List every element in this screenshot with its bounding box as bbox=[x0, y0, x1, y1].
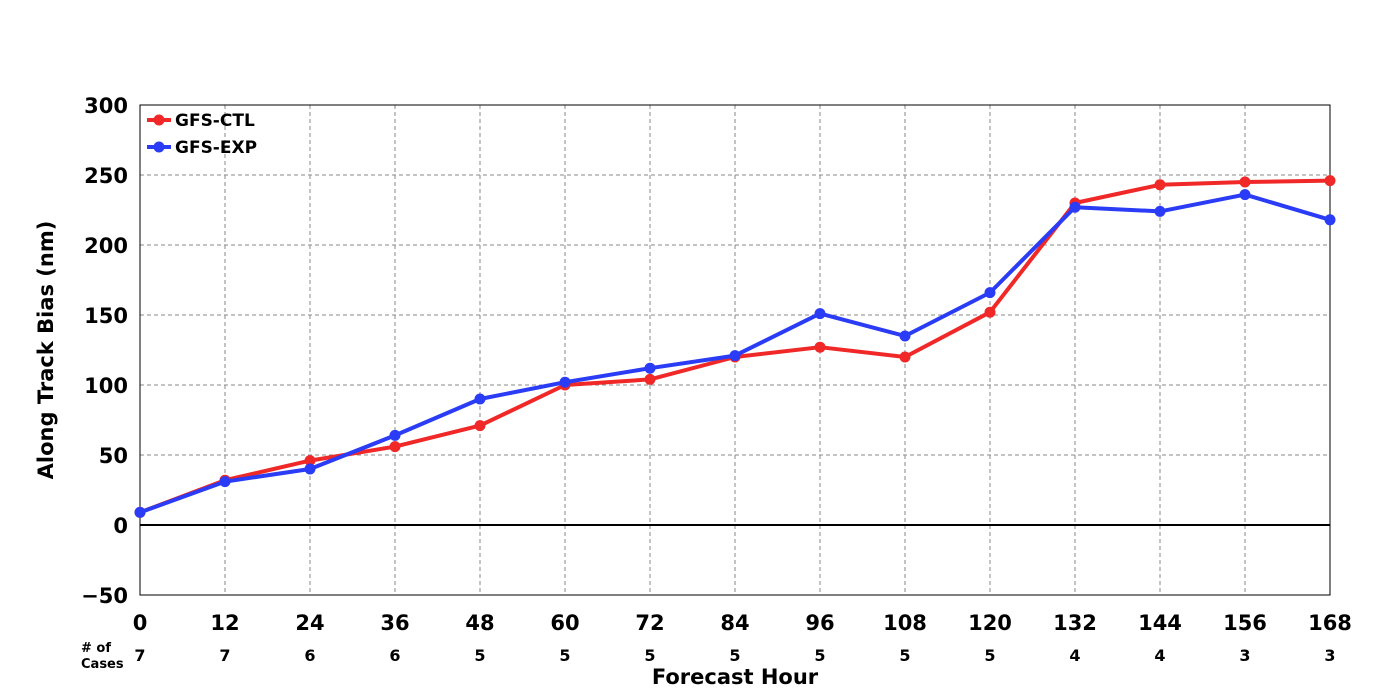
data-point-gfs-exp bbox=[729, 350, 741, 362]
grid-lines bbox=[140, 105, 1330, 595]
data-point-gfs-ctl bbox=[389, 441, 401, 453]
case-count: 5 bbox=[899, 646, 910, 665]
data-point-gfs-exp bbox=[474, 393, 486, 405]
series-layer bbox=[134, 175, 1336, 518]
data-point-gfs-exp bbox=[1239, 189, 1251, 201]
x-tick-labels: 0 12 24 36 48 60 72 84 96 108 120 132 144 156 168 bbox=[133, 611, 1352, 635]
data-point-gfs-ctl bbox=[899, 351, 911, 363]
x-axis-title: Forecast Hour bbox=[652, 665, 819, 689]
y-tick-label: 100 bbox=[84, 374, 128, 398]
data-point-gfs-exp bbox=[389, 429, 401, 441]
data-point-gfs-ctl bbox=[1324, 175, 1336, 187]
data-point-gfs-exp bbox=[559, 376, 571, 388]
x-tick-label: 108 bbox=[883, 611, 927, 635]
data-point-gfs-ctl bbox=[984, 306, 996, 318]
data-point-gfs-ctl bbox=[814, 341, 826, 353]
data-point-gfs-exp bbox=[304, 463, 316, 475]
case-count-labels: 7 7 6 6 5 5 5 5 5 5 5 4 4 3 3 bbox=[134, 646, 1335, 665]
cases-header-line2: Cases bbox=[81, 657, 124, 672]
y-tick-label: 50 bbox=[99, 444, 128, 468]
data-point-gfs-exp bbox=[1324, 214, 1336, 226]
legend-label: GFS-EXP bbox=[175, 138, 257, 158]
case-count: 6 bbox=[304, 646, 315, 665]
data-point-gfs-exp bbox=[1154, 205, 1166, 217]
legend: GFS-CTL GFS-EXP bbox=[147, 111, 257, 158]
case-count: 3 bbox=[1324, 646, 1335, 665]
case-count: 3 bbox=[1239, 646, 1250, 665]
data-point-gfs-exp bbox=[814, 308, 826, 320]
series-gfs-exp bbox=[134, 189, 1336, 518]
x-tick-label: 144 bbox=[1138, 611, 1182, 635]
x-tick-label: 84 bbox=[720, 611, 749, 635]
data-point-gfs-ctl bbox=[644, 373, 656, 385]
y-axis-title: Along Track Bias (nm) bbox=[34, 221, 58, 480]
y-tick-label: 200 bbox=[84, 234, 128, 258]
legend-swatch-marker bbox=[153, 114, 165, 126]
data-point-gfs-exp bbox=[134, 506, 146, 518]
data-point-gfs-ctl bbox=[474, 420, 486, 432]
x-tick-label: 60 bbox=[550, 611, 579, 635]
x-tick-label: 156 bbox=[1223, 611, 1267, 635]
data-point-gfs-exp bbox=[899, 330, 911, 342]
case-count: 4 bbox=[1154, 646, 1165, 665]
legend-label: GFS-CTL bbox=[175, 111, 255, 131]
data-point-gfs-exp bbox=[219, 476, 231, 488]
legend-swatch-marker bbox=[153, 141, 165, 153]
x-tick-label: 96 bbox=[805, 611, 834, 635]
data-point-gfs-exp bbox=[644, 362, 656, 374]
data-point-gfs-ctl bbox=[1239, 176, 1251, 188]
case-count: 5 bbox=[729, 646, 740, 665]
x-tick-label: 0 bbox=[133, 611, 148, 635]
y-tick-label: 150 bbox=[84, 304, 128, 328]
data-point-gfs-exp bbox=[984, 287, 996, 299]
case-count: 5 bbox=[559, 646, 570, 665]
case-count: 5 bbox=[814, 646, 825, 665]
legend-item-gfs-ctl: GFS-CTL bbox=[147, 111, 255, 131]
case-count: 7 bbox=[134, 646, 145, 665]
case-count: 5 bbox=[474, 646, 485, 665]
x-tick-label: 120 bbox=[968, 611, 1012, 635]
legend-item-gfs-exp: GFS-EXP bbox=[147, 138, 257, 158]
plot-frame bbox=[139, 104, 1331, 596]
y-tick-label: 300 bbox=[84, 94, 128, 118]
x-tick-label: 48 bbox=[465, 611, 494, 635]
y-tick-labels: −50 0 50 100 150 200 250 300 bbox=[81, 94, 128, 608]
y-tick-label: −50 bbox=[81, 584, 128, 608]
cases-header-line1: # of bbox=[81, 641, 111, 656]
y-tick-label: 0 bbox=[113, 514, 128, 538]
data-point-gfs-ctl bbox=[304, 455, 316, 467]
case-count: 6 bbox=[389, 646, 400, 665]
x-tick-label: 132 bbox=[1053, 611, 1097, 635]
x-tick-label: 12 bbox=[210, 611, 239, 635]
case-count: 5 bbox=[984, 646, 995, 665]
y-tick-label: 250 bbox=[84, 164, 128, 188]
case-count: 5 bbox=[644, 646, 655, 665]
case-count: 7 bbox=[219, 646, 230, 665]
x-tick-label: 24 bbox=[295, 611, 324, 635]
data-point-gfs-ctl bbox=[1154, 179, 1166, 191]
data-point-gfs-exp bbox=[1069, 201, 1081, 213]
case-count: 4 bbox=[1069, 646, 1080, 665]
x-tick-label: 72 bbox=[635, 611, 664, 635]
x-tick-label: 168 bbox=[1308, 611, 1352, 635]
x-tick-label: 36 bbox=[380, 611, 409, 635]
